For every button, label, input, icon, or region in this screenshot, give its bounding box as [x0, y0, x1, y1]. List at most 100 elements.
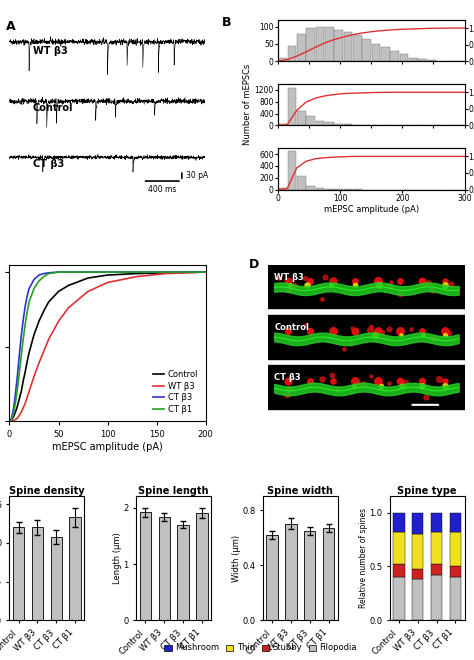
CT β1 [9, 416, 14, 424]
Bar [393, 513, 405, 532]
Control [36, 317, 42, 325]
Bar [278, 123, 287, 125]
Control [134, 269, 140, 277]
Y-axis label: Length (μm): Length (μm) [113, 533, 122, 584]
CT β1 [46, 269, 52, 277]
CT β3 [134, 268, 140, 276]
WT β3 [203, 268, 209, 276]
WT β3 [22, 399, 28, 407]
Bar [13, 527, 24, 620]
Bar [412, 579, 423, 620]
Control [20, 377, 26, 385]
CT β3 [36, 271, 42, 279]
Bar [268, 315, 465, 358]
Bar [412, 513, 423, 534]
CT β1 [203, 268, 209, 276]
Control [55, 288, 61, 296]
Control [164, 269, 169, 277]
Bar [177, 525, 189, 620]
Text: 400 ms: 400 ms [148, 185, 176, 194]
Bar [268, 265, 465, 308]
Bar [381, 48, 390, 61]
WT β3 [7, 417, 12, 425]
Bar [450, 566, 461, 578]
CT β1 [15, 386, 20, 394]
WT β3 [85, 288, 91, 296]
Y-axis label: Width (μm): Width (μm) [232, 535, 241, 582]
CT β3 [17, 352, 22, 360]
Bar [393, 564, 405, 578]
Bar [334, 30, 343, 61]
Title: Spine length: Spine length [138, 486, 209, 496]
CT β1 [20, 335, 26, 343]
Bar [323, 528, 334, 620]
Bar [297, 176, 306, 189]
Bar [450, 578, 461, 620]
WT β3 [31, 372, 37, 380]
CT β3 [55, 268, 61, 276]
Bar [158, 517, 170, 620]
Control [203, 268, 209, 276]
Bar [306, 28, 315, 61]
WT β3 [164, 269, 169, 277]
Title: Spine type: Spine type [398, 486, 457, 496]
CT β1 [41, 273, 46, 280]
Bar [412, 569, 423, 579]
CT β3 [85, 268, 91, 276]
Bar [344, 32, 352, 61]
Bar [288, 151, 296, 189]
CT β1 [22, 320, 28, 328]
Bar [268, 365, 465, 409]
Control [24, 358, 30, 366]
Bar [285, 524, 297, 620]
Bar [297, 34, 306, 61]
CT β3 [9, 414, 14, 422]
CT β3 [12, 391, 18, 399]
Bar [393, 578, 405, 620]
Bar [372, 44, 380, 61]
Bar [362, 39, 371, 61]
WT β3 [46, 335, 52, 343]
WT β3 [55, 317, 61, 325]
Bar [393, 532, 405, 564]
Bar [140, 512, 151, 620]
Bar [390, 51, 399, 61]
Bar [32, 527, 43, 620]
WT β3 [15, 414, 20, 422]
WT β3 [24, 393, 30, 401]
Text: WT β3: WT β3 [33, 46, 68, 55]
WT β3 [20, 404, 26, 412]
CT β3 [26, 284, 32, 292]
Line: Control: Control [9, 272, 206, 421]
CT β1 [36, 277, 42, 285]
CT β1 [134, 268, 140, 276]
Bar [306, 117, 315, 125]
Line: CT β3: CT β3 [9, 272, 206, 421]
Control [10, 413, 16, 421]
Bar [316, 188, 324, 189]
CT β3 [24, 292, 30, 300]
Bar [325, 122, 334, 125]
X-axis label: mEPSC amplitude (pA): mEPSC amplitude (pA) [52, 442, 163, 452]
Title: Spine width: Spine width [267, 486, 333, 496]
WT β3 [9, 417, 14, 425]
CT β1 [24, 308, 30, 316]
Bar [431, 564, 442, 575]
WT β3 [105, 279, 110, 286]
Text: CT β3: CT β3 [274, 373, 301, 381]
Control [15, 403, 20, 411]
CT β1 [31, 284, 37, 292]
Y-axis label: Number of mEPSCs: Number of mEPSCs [243, 64, 252, 145]
CT β1 [26, 298, 32, 306]
Legend: Control, WT β3, CT β3, CT β1: Control, WT β3, CT β3, CT β1 [149, 367, 201, 417]
Control [12, 409, 18, 416]
Bar [306, 186, 315, 189]
Title: Spine density: Spine density [9, 486, 84, 496]
CT β3 [18, 332, 24, 340]
CT β3 [65, 268, 71, 276]
Text: 30 pA: 30 pA [186, 171, 208, 180]
Bar [266, 535, 278, 620]
Control [105, 271, 110, 279]
Bar [418, 59, 427, 61]
CT β1 [12, 399, 18, 407]
